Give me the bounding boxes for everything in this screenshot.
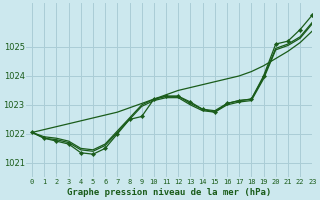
X-axis label: Graphe pression niveau de la mer (hPa): Graphe pression niveau de la mer (hPa) xyxy=(67,188,271,197)
